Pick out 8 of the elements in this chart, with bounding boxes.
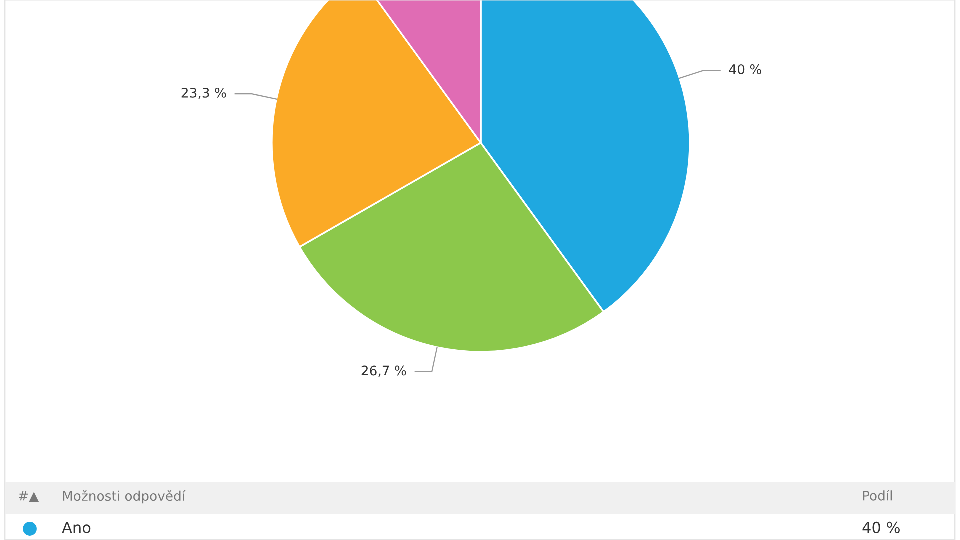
- data-label: 40 %: [729, 64, 762, 74]
- text: 40 %: [862, 522, 900, 534]
- data-label: 23,3 %: [182, 88, 226, 100]
- data-label: 26,7 %: [362, 366, 406, 378]
- text: Možnosti odpovědí: [63, 490, 186, 504]
- text: #▲: [19, 491, 40, 502]
- text: Podíl: [863, 490, 892, 501]
- legend-label: Ano: [62, 522, 91, 534]
